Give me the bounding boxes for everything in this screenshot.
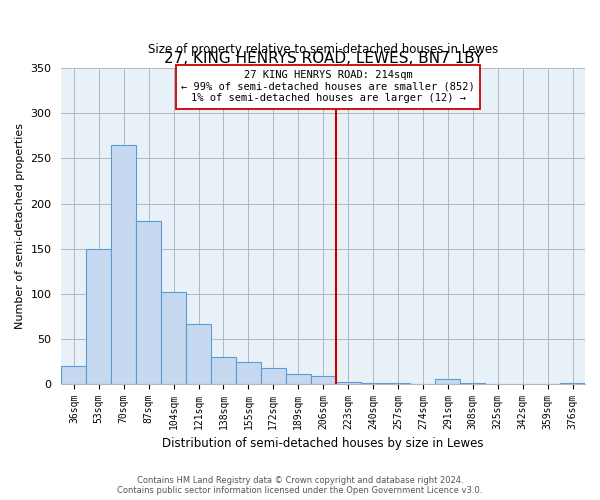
Bar bbox=[211, 356, 236, 384]
Title: 27, KING HENRYS ROAD, LEWES, BN7 1BY: 27, KING HENRYS ROAD, LEWES, BN7 1BY bbox=[164, 51, 483, 66]
Text: 27 KING HENRYS ROAD: 214sqm
← 99% of semi-detached houses are smaller (852)
1% o: 27 KING HENRYS ROAD: 214sqm ← 99% of sem… bbox=[181, 70, 475, 103]
Bar bbox=[86, 248, 111, 384]
Bar bbox=[286, 374, 311, 384]
Bar bbox=[361, 383, 386, 384]
X-axis label: Distribution of semi-detached houses by size in Lewes: Distribution of semi-detached houses by … bbox=[163, 437, 484, 450]
Bar bbox=[386, 383, 410, 384]
Y-axis label: Number of semi-detached properties: Number of semi-detached properties bbox=[15, 123, 25, 329]
Bar bbox=[436, 379, 460, 384]
Bar bbox=[335, 382, 361, 384]
Bar bbox=[61, 366, 86, 384]
Text: Contains HM Land Registry data © Crown copyright and database right 2024.
Contai: Contains HM Land Registry data © Crown c… bbox=[118, 476, 482, 495]
Bar bbox=[236, 362, 261, 384]
Bar bbox=[136, 220, 161, 384]
Bar bbox=[311, 376, 335, 384]
Bar bbox=[111, 145, 136, 384]
Bar bbox=[261, 368, 286, 384]
Bar bbox=[186, 324, 211, 384]
Bar bbox=[560, 383, 585, 384]
Bar bbox=[460, 383, 485, 384]
Bar bbox=[161, 292, 186, 384]
Text: Size of property relative to semi-detached houses in Lewes: Size of property relative to semi-detach… bbox=[148, 43, 499, 56]
